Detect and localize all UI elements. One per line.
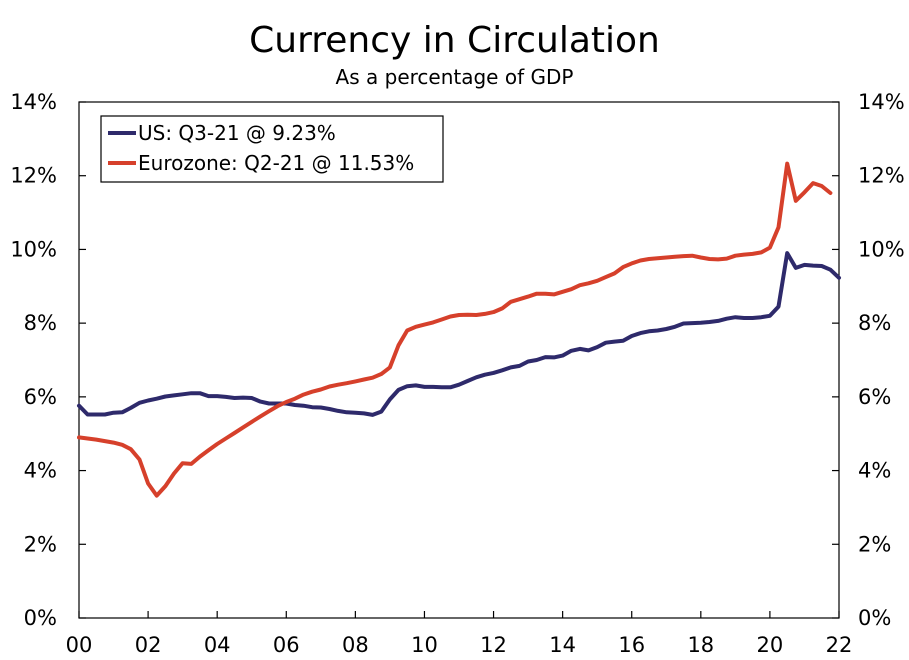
series-line-us [77, 251, 841, 417]
y-tick-label-right: 10% [858, 237, 905, 261]
plot-frame [78, 101, 840, 619]
chart-title: Currency in Circulation [249, 20, 660, 61]
series-lines [77, 161, 841, 498]
y-tick-label-right: 8% [858, 311, 891, 335]
x-tick-label: 16 [618, 633, 645, 657]
y-tick-label-left: 4% [24, 459, 57, 483]
x-axis: 00 02 04 06 08 10 12 14 16 18 20 22 [66, 611, 853, 657]
x-tick-label: 00 [66, 633, 93, 657]
x-tick-label: 18 [687, 633, 714, 657]
y-tick-label-left: 12% [10, 164, 57, 188]
y-tick-label-left: 10% [10, 237, 57, 261]
series-line-eurozone [77, 161, 833, 498]
y-tick-label-right: 4% [858, 459, 891, 483]
y-tick-label-left: 6% [24, 385, 57, 409]
x-tick-label: 06 [273, 633, 300, 657]
x-tick-label: 14 [549, 633, 576, 657]
x-tick-label: 20 [757, 633, 784, 657]
y-tick-label-left: 8% [24, 311, 57, 335]
x-tick-label: 12 [480, 633, 507, 657]
right-y-axis: 0% 2% 4% 6% 8% 10% 12% 14% [832, 90, 905, 630]
chart-subtitle: As a percentage of GDP [335, 65, 574, 89]
legend-label-us: US: Q3-21 @ 9.23% [138, 121, 336, 145]
x-tick-label: 22 [826, 633, 853, 657]
x-tick-label: 04 [204, 633, 231, 657]
legend-label-eurozone: Eurozone: Q2-21 @ 11.53% [138, 151, 414, 175]
y-tick-label-right: 12% [858, 164, 905, 188]
y-tick-label-right: 0% [858, 606, 891, 630]
y-tick-label-right: 2% [858, 532, 891, 556]
legend: US: Q3-21 @ 9.23% Eurozone: Q2-21 @ 11.5… [100, 115, 444, 183]
y-tick-label-right: 14% [858, 90, 905, 114]
x-tick-label: 10 [411, 633, 438, 657]
y-tick-label-left: 2% [24, 532, 57, 556]
legend-box [100, 115, 444, 183]
left-y-axis: 0% 2% 4% 6% 8% 10% 12% 14% [10, 90, 86, 630]
y-tick-label-right: 6% [858, 385, 891, 409]
x-tick-label: 02 [135, 633, 162, 657]
x-tick-label: 08 [342, 633, 369, 657]
y-tick-label-left: 0% [24, 606, 57, 630]
y-tick-label-left: 14% [10, 90, 57, 114]
